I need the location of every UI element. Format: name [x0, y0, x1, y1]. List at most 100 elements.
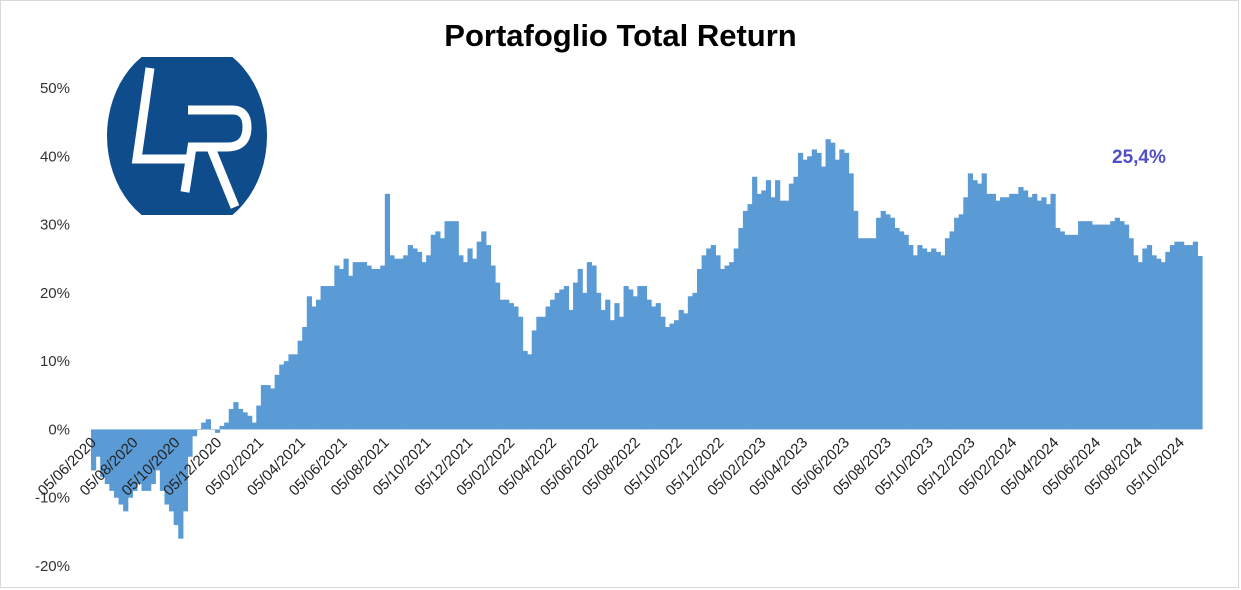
bar	[733, 248, 739, 430]
bar	[931, 248, 937, 430]
bar	[462, 262, 469, 430]
bar	[1087, 221, 1093, 430]
bar	[540, 316, 547, 430]
bar	[113, 429, 120, 498]
bar	[187, 429, 193, 457]
bar	[444, 221, 450, 430]
bar	[435, 231, 441, 430]
bar	[288, 354, 294, 430]
bar	[1146, 245, 1153, 430]
bar	[669, 323, 675, 430]
bar-series	[91, 139, 1203, 539]
bar	[779, 200, 785, 430]
bar	[687, 296, 694, 430]
bar	[1091, 224, 1098, 430]
bar	[192, 429, 198, 437]
bar	[315, 299, 322, 430]
bar	[724, 265, 730, 430]
bar	[1004, 197, 1010, 430]
bar	[274, 374, 280, 430]
bar	[146, 429, 152, 491]
bar	[710, 245, 716, 430]
bar	[554, 292, 560, 430]
bar	[706, 248, 712, 430]
bar	[136, 429, 143, 485]
bar	[169, 429, 175, 512]
chart-title: Portafoglio Total Return	[444, 18, 797, 53]
bar	[894, 227, 900, 430]
bar	[1165, 251, 1171, 430]
bar	[1123, 224, 1130, 430]
x-axis: 05/06/202005/08/202005/10/202005/12/2020…	[35, 434, 1188, 499]
y-tick-label: 30%	[40, 217, 70, 234]
bar	[173, 429, 179, 526]
bar	[1059, 231, 1065, 430]
bar	[596, 292, 602, 430]
bar	[885, 214, 891, 430]
bar	[283, 361, 290, 430]
bar	[798, 152, 804, 430]
bar	[719, 268, 726, 430]
bar	[628, 289, 634, 430]
bar	[504, 299, 510, 430]
bar	[729, 262, 735, 430]
bar	[159, 429, 166, 491]
bar	[761, 190, 767, 430]
bar	[857, 238, 863, 430]
bar	[1082, 221, 1088, 430]
bar	[1018, 187, 1024, 430]
bar	[660, 316, 666, 430]
bar	[573, 282, 579, 430]
bar	[155, 429, 161, 471]
y-tick-label: 10%	[40, 353, 70, 370]
bar	[439, 238, 446, 430]
bar	[517, 316, 524, 430]
bar	[816, 152, 822, 430]
bar	[458, 255, 464, 430]
bar	[132, 429, 138, 491]
bar	[820, 166, 827, 430]
bar	[338, 268, 345, 430]
bar	[876, 217, 882, 430]
bar	[141, 429, 147, 491]
bar	[256, 405, 262, 430]
y-tick-label: 40%	[40, 148, 70, 165]
bar	[995, 200, 1001, 430]
bar	[1179, 241, 1185, 430]
y-tick-label: 0%	[48, 421, 70, 438]
bar	[770, 197, 776, 430]
bar	[219, 426, 225, 430]
bar	[926, 251, 932, 430]
bar	[1156, 258, 1162, 430]
bar	[394, 258, 400, 430]
bar	[320, 286, 326, 430]
bar	[412, 248, 418, 430]
bar	[426, 255, 432, 430]
bar	[839, 149, 845, 430]
bar	[944, 238, 951, 430]
bar	[1114, 217, 1120, 430]
bar	[293, 354, 299, 430]
bar	[623, 286, 629, 430]
bar	[862, 238, 868, 430]
bar	[1128, 238, 1134, 430]
bar	[265, 385, 271, 430]
bar	[637, 286, 643, 430]
bar	[1137, 262, 1143, 430]
bar	[485, 245, 492, 430]
bar	[972, 180, 978, 430]
bar	[646, 299, 652, 430]
bar	[793, 176, 799, 430]
bar	[472, 258, 478, 430]
bar	[834, 159, 840, 430]
bar	[1000, 197, 1006, 430]
bar	[990, 193, 997, 430]
bar	[476, 241, 482, 430]
bar	[752, 176, 758, 430]
bar	[586, 262, 593, 430]
bar	[853, 210, 859, 430]
bar	[742, 210, 749, 430]
bar	[421, 262, 427, 430]
bar	[1045, 204, 1052, 430]
bar	[747, 204, 753, 430]
